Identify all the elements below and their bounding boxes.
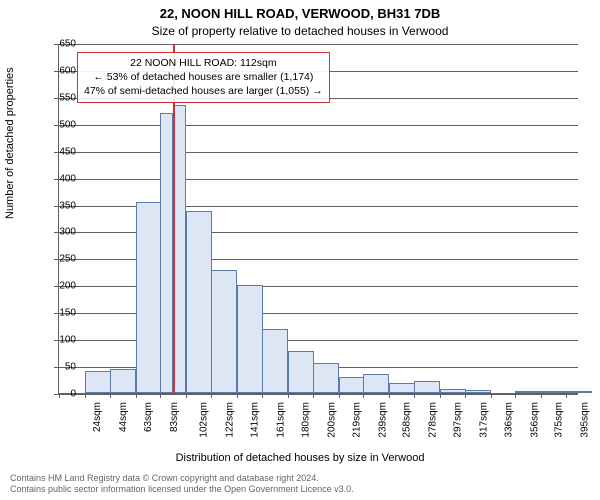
- annotation-line3: 47% of semi-detached houses are larger (…: [84, 84, 323, 98]
- x-tick-mark: [363, 393, 364, 398]
- histogram-bar: [288, 351, 314, 393]
- x-tick-label: 219sqm: [351, 402, 362, 438]
- histogram-bar: [160, 113, 173, 393]
- x-tick-mark: [237, 393, 238, 398]
- grid-line: [59, 125, 578, 126]
- x-tick-label: 317sqm: [478, 402, 489, 438]
- x-tick-label: 24sqm: [92, 402, 103, 432]
- x-tick-label: 395sqm: [580, 402, 591, 438]
- histogram-bar: [186, 211, 212, 393]
- y-tick-label: 500: [36, 119, 76, 130]
- histogram-bar: [566, 391, 592, 393]
- y-tick-label: 600: [36, 65, 76, 76]
- histogram-bar: [339, 377, 365, 393]
- histogram-bar: [136, 202, 162, 393]
- histogram-bar: [440, 389, 466, 393]
- y-tick-label: 350: [36, 200, 76, 211]
- x-tick-mark: [211, 393, 212, 398]
- histogram-bar: [110, 369, 136, 393]
- x-tick-mark: [339, 393, 340, 398]
- x-tick-label: 102sqm: [199, 402, 210, 438]
- x-tick-label: 336sqm: [503, 402, 514, 438]
- histogram-bar: [541, 391, 567, 393]
- footer-line2: Contains public sector information licen…: [10, 484, 354, 496]
- x-tick-mark: [313, 393, 314, 398]
- histogram-bar: [237, 285, 263, 393]
- y-tick-label: 450: [36, 146, 76, 157]
- x-tick-mark: [414, 393, 415, 398]
- y-tick-label: 650: [36, 39, 76, 50]
- grid-line: [59, 179, 578, 180]
- x-tick-label: 63sqm: [143, 402, 154, 432]
- histogram-bar: [515, 391, 541, 393]
- y-axis-label: Number of detached properties: [4, 67, 16, 219]
- x-tick-label: 278sqm: [428, 402, 439, 438]
- x-tick-label: 44sqm: [118, 402, 129, 432]
- histogram-bar: [313, 363, 339, 393]
- y-tick-label: 200: [36, 281, 76, 292]
- x-tick-label: 200sqm: [326, 402, 337, 438]
- x-tick-mark: [465, 393, 466, 398]
- footer-line1: Contains HM Land Registry data © Crown c…: [10, 473, 354, 485]
- x-tick-mark: [160, 393, 161, 398]
- histogram-bar: [262, 329, 288, 393]
- histogram-bar: [389, 383, 415, 393]
- y-tick-label: 0: [36, 389, 76, 400]
- histogram-bar: [85, 371, 111, 393]
- x-tick-mark: [85, 393, 86, 398]
- x-tick-label: 258sqm: [402, 402, 413, 438]
- x-tick-mark: [440, 393, 441, 398]
- x-tick-label: 356sqm: [529, 402, 540, 438]
- grid-line: [59, 152, 578, 153]
- x-tick-mark: [515, 393, 516, 398]
- x-axis-label: Distribution of detached houses by size …: [0, 452, 600, 464]
- x-tick-label: 122sqm: [225, 402, 236, 438]
- y-tick-label: 150: [36, 308, 76, 319]
- x-tick-mark: [110, 393, 111, 398]
- histogram-bar: [414, 381, 440, 393]
- chart-title-main: 22, NOON HILL ROAD, VERWOOD, BH31 7DB: [0, 6, 600, 21]
- x-tick-mark: [262, 393, 263, 398]
- y-tick-label: 300: [36, 227, 76, 238]
- x-tick-label: 239sqm: [377, 402, 388, 438]
- grid-line: [59, 394, 578, 395]
- x-tick-mark: [288, 393, 289, 398]
- x-tick-mark: [186, 393, 187, 398]
- x-tick-mark: [389, 393, 390, 398]
- y-tick-label: 550: [36, 92, 76, 103]
- x-tick-mark: [566, 393, 567, 398]
- y-tick-label: 100: [36, 335, 76, 346]
- x-tick-mark: [491, 393, 492, 398]
- x-tick-mark: [136, 393, 137, 398]
- chart-title-sub: Size of property relative to detached ho…: [0, 24, 600, 38]
- histogram-bar: [363, 374, 389, 393]
- y-tick-label: 400: [36, 173, 76, 184]
- y-tick-label: 50: [36, 362, 76, 373]
- x-tick-label: 83sqm: [169, 402, 180, 432]
- x-tick-label: 141sqm: [250, 402, 261, 438]
- footer: Contains HM Land Registry data © Crown c…: [10, 473, 354, 496]
- annotation-box: 22 NOON HILL ROAD: 112sqm ← 53% of detac…: [77, 52, 330, 103]
- histogram-bar: [211, 270, 237, 393]
- grid-line: [59, 44, 578, 45]
- annotation-line2: ← 53% of detached houses are smaller (1,…: [84, 70, 323, 84]
- x-tick-label: 375sqm: [554, 402, 565, 438]
- x-tick-mark: [541, 393, 542, 398]
- x-tick-label: 297sqm: [452, 402, 463, 438]
- histogram-bar: [465, 390, 491, 393]
- chart-container: 22, NOON HILL ROAD, VERWOOD, BH31 7DB Si…: [0, 0, 600, 500]
- x-tick-label: 180sqm: [300, 402, 311, 438]
- y-tick-label: 250: [36, 254, 76, 265]
- x-tick-label: 161sqm: [276, 402, 287, 438]
- annotation-line1: 22 NOON HILL ROAD: 112sqm: [84, 56, 323, 70]
